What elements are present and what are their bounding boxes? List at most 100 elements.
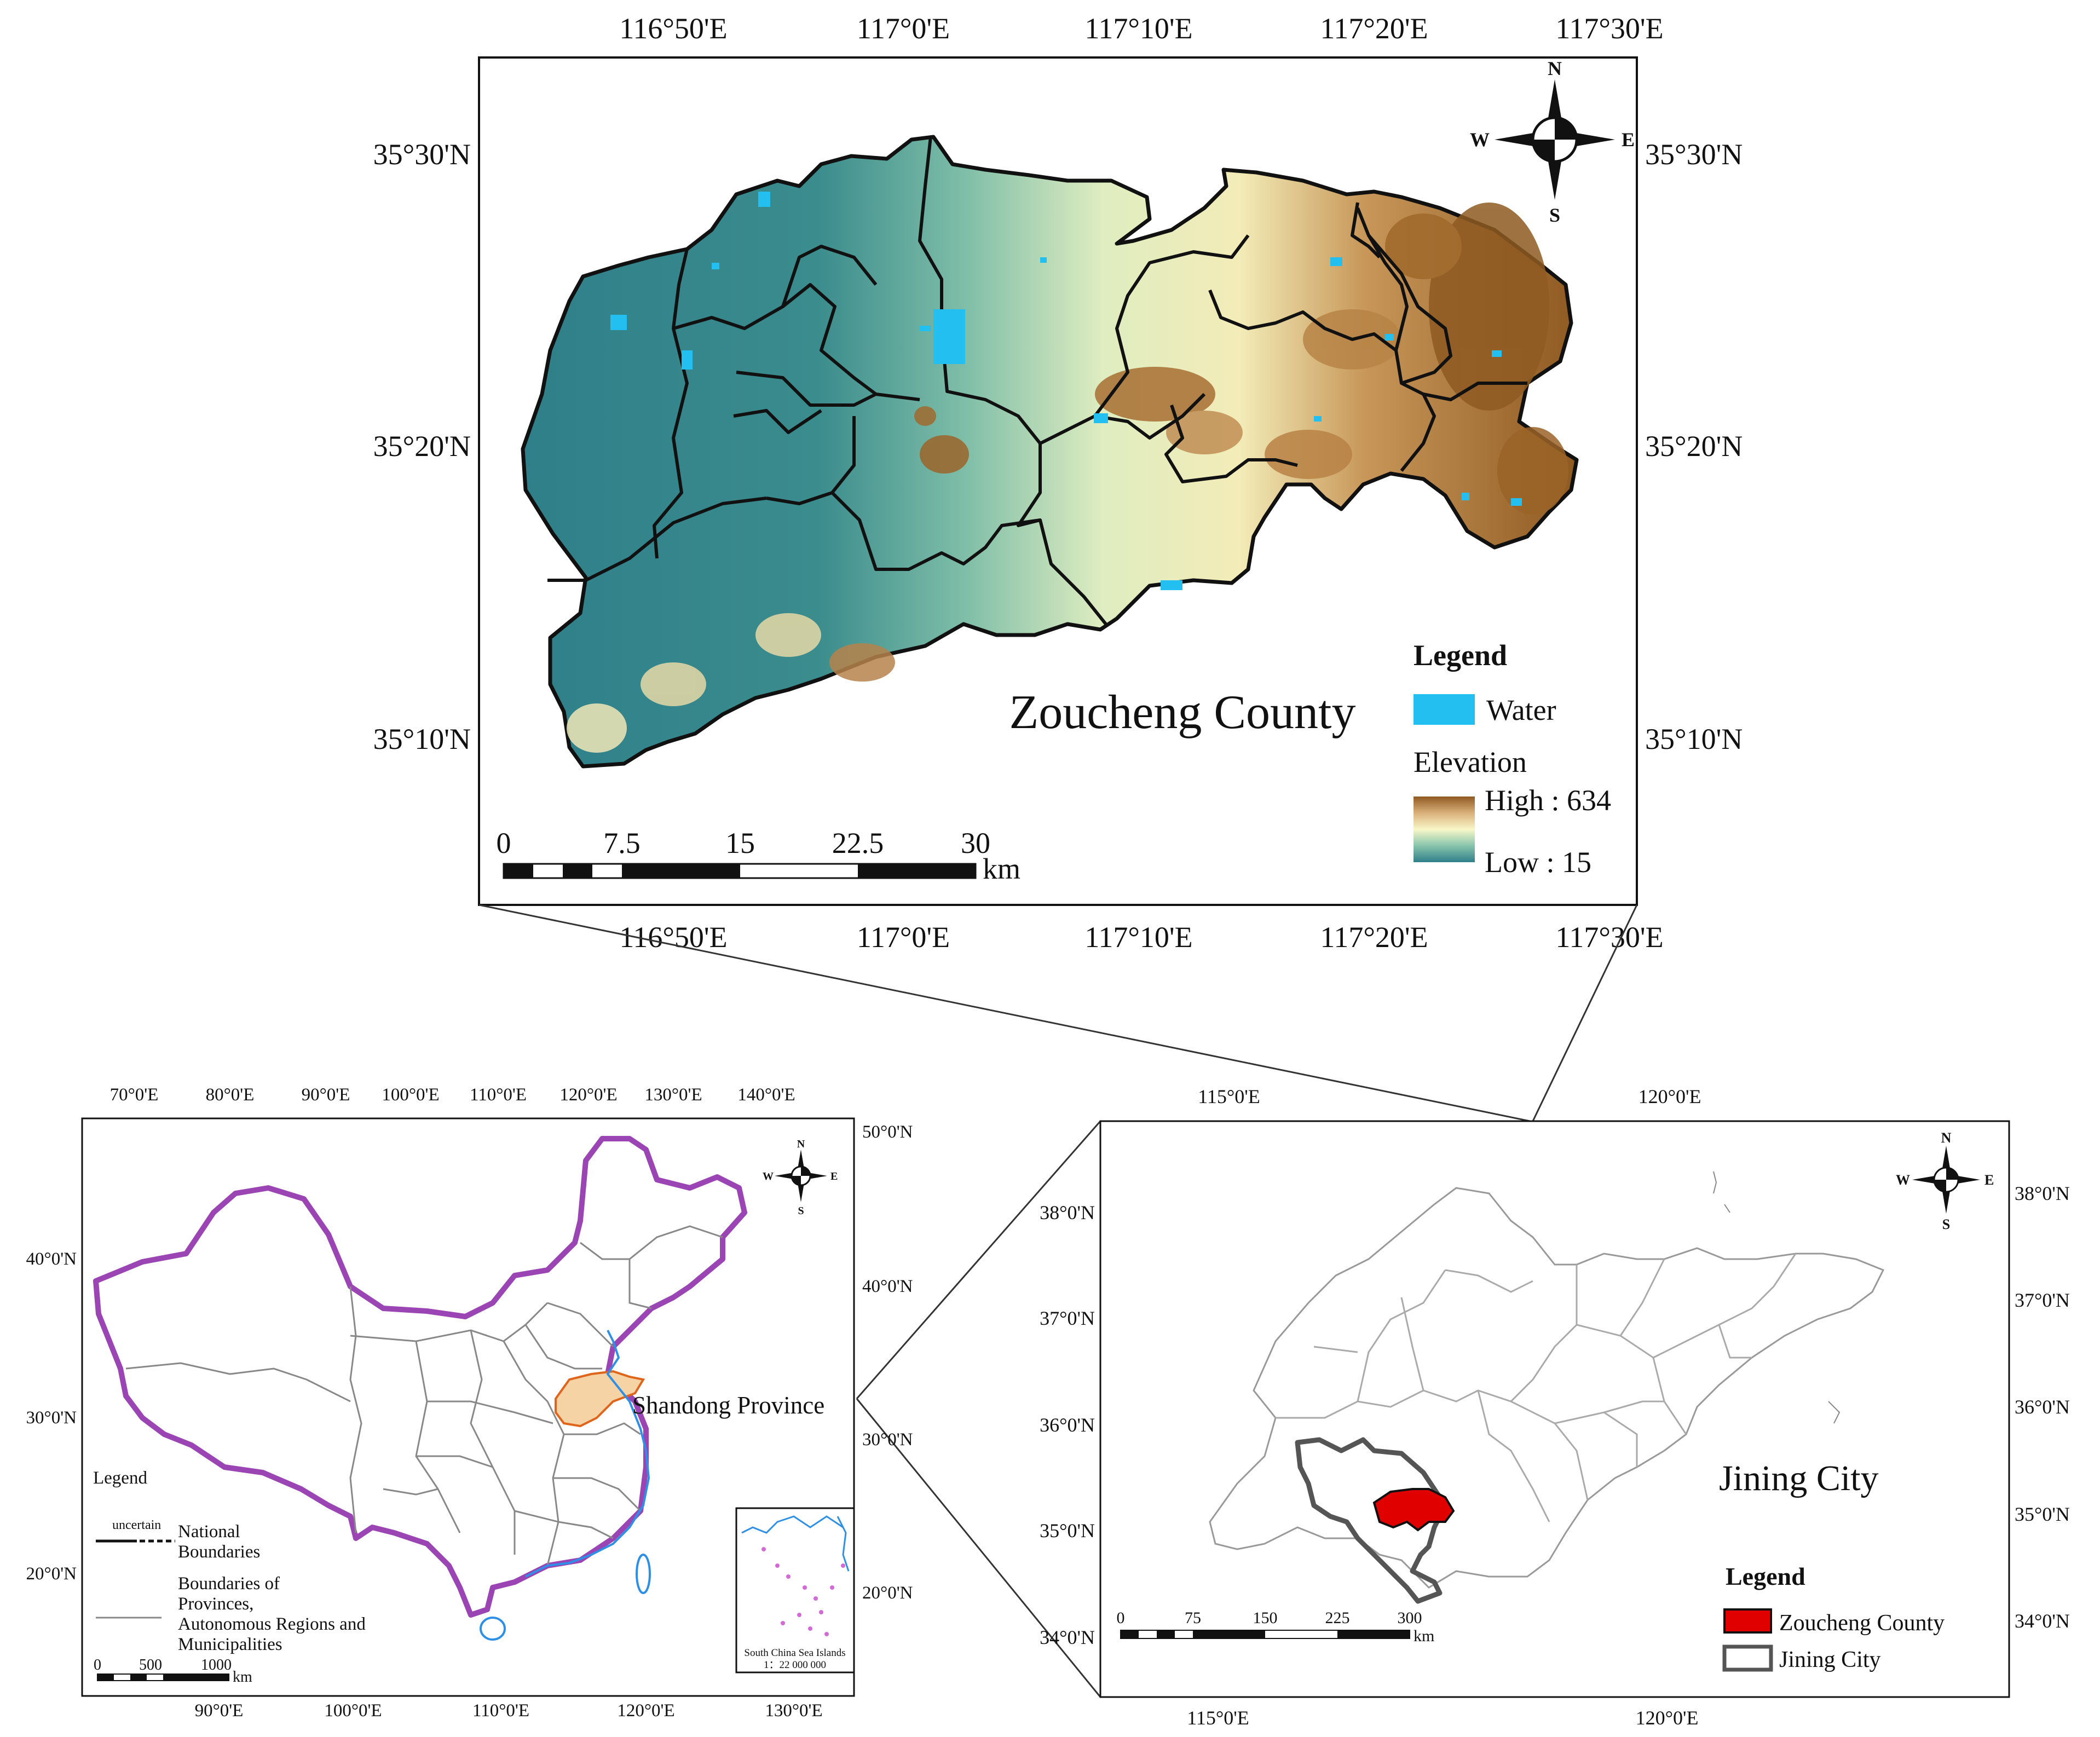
china-legend-prov-3: Autonomous Regions and [178,1614,366,1634]
china-national-boundary [93,1136,747,1618]
zoucheng-county-highlight [1372,1488,1455,1532]
china-legend-title: Legend [93,1468,147,1488]
sd-scale-label-3: 225 [1325,1609,1350,1627]
water-legend-swatch [1414,694,1475,725]
china-right-tick-3: 30°0'N [862,1430,913,1450]
shandong-map-ticks: 115°0'E 120°0'E 115°0'E 120°0'E 38°0'N 3… [1040,1086,2070,1729]
china-bottom-tick-2: 100°0'E [324,1701,382,1721]
china-legend-prov-4: Municipalities [178,1635,282,1654]
sd-right-tick-5: 34°0'N [2015,1610,2070,1632]
main-scale-label-4: 30 [961,827,990,859]
sd-left-tick-3: 36°0'N [1040,1414,1095,1436]
sd-left-tick-5: 34°0'N [1040,1626,1095,1648]
sd-right-tick-4: 35°0'N [2015,1503,2070,1525]
main-top-tick-5: 117°30'E [1555,12,1663,45]
sd-top-tick-1: 115°0'E [1198,1086,1260,1107]
china-top-tick-8: 140°0'E [737,1085,795,1105]
main-bottom-tick-3: 117°10'E [1084,921,1192,954]
sd-north-s: S [1942,1216,1950,1232]
main-north-w: W [1470,129,1490,151]
main-scale-label-3: 22.5 [832,827,884,859]
main-map-title: Zoucheng County [1009,686,1355,739]
china-scale-label-0: 0 [94,1657,101,1673]
shandong-map: Jining City 115°0'E 120°0'E 115°0'E 120°… [1040,1086,2070,1729]
china-legend-national-2: Boundaries [178,1542,260,1562]
elevation-low-label: Low : 15 [1485,846,1591,879]
china-right-tick-4: 20°0'N [862,1583,913,1603]
main-legend-title: Legend [1414,639,1507,672]
china-bottom-tick-1: 90°0'E [195,1701,244,1721]
elevation-high-label: High : 634 [1485,784,1611,817]
main-top-tick-1: 116°50'E [619,12,727,45]
sd-left-tick-1: 38°0'N [1040,1202,1095,1224]
main-right-tick-3: 35°10'N [1645,723,1743,755]
china-north-s: S [798,1205,804,1217]
sd-scale-label-4: 300 [1398,1609,1422,1627]
main-left-tick-3: 35°10'N [373,723,471,755]
main-bottom-tick-4: 117°20'E [1320,921,1428,954]
china-top-tick-1: 70°0'E [110,1085,159,1105]
china-top-tick-5: 110°0'E [470,1085,527,1105]
elevation-highlands [567,203,1568,753]
jining-city-label: Jining City [1719,1458,1879,1498]
elevation-legend-title: Elevation [1414,746,1527,778]
china-north-arrow: N S E W [763,1138,838,1217]
shandong-islands [1713,1171,1841,1424]
shandong-scalebar: 0 75 150 225 300 km [1117,1609,1435,1645]
china-legend-prov-1: Boundaries of [178,1574,280,1594]
main-right-tick-2: 35°20'N [1645,430,1743,463]
shandong-legend: Legend Zoucheng County Jining City [1722,1562,1945,1672]
china-scale-label-2: 1000 [201,1657,232,1673]
china-legend-uncertain: uncertain [112,1518,161,1532]
china-map: Shandong Province 70°0'E 80°0'E 90°0'E 1… [26,1085,913,1721]
sd-left-tick-2: 37°0'N [1040,1307,1095,1329]
sd-north-e: E [1984,1172,1994,1188]
taiwan-island [636,1554,651,1594]
china-scale-label-1: 500 [139,1657,162,1673]
zoucheng-legend-swatch [1723,1608,1772,1634]
water-bodies [610,192,1522,590]
china-north-n: N [797,1138,805,1150]
main-top-tick-2: 117°0'E [857,12,950,45]
china-map-ticks: 70°0'E 80°0'E 90°0'E 100°0'E 110°0'E 120… [26,1085,913,1721]
main-north-n: N [1548,57,1562,79]
inset-title: South China Sea Islands [744,1647,845,1659]
sd-top-tick-2: 120°0'E [1639,1086,1701,1107]
sd-scale-label-2: 150 [1253,1609,1278,1627]
sd-scale-label-1: 75 [1185,1609,1201,1627]
elevation-legend-ramp [1414,797,1475,862]
main-legend: Legend Water Elevation High : 634 Low : … [1414,639,1611,879]
china-right-tick-1: 50°0'N [862,1122,913,1142]
china-left-tick-1: 40°0'N [26,1249,77,1269]
main-map: 116°50'E 117°0'E 117°10'E 117°20'E 117°3… [373,12,1743,954]
china-north-w: W [763,1170,774,1182]
main-scale-label-2: 15 [725,827,755,859]
shandong-province-label: Shandong Province [632,1392,824,1419]
hainan-island [480,1617,506,1641]
sd-north-n: N [1941,1130,1952,1146]
sd-bottom-tick-2: 120°0'E [1636,1707,1699,1729]
main-scale-label-0: 0 [497,827,511,859]
china-legend-national-1: National [178,1522,240,1542]
china-bottom-tick-4: 120°0'E [617,1701,674,1721]
main-map-ticks: 116°50'E 117°0'E 117°10'E 117°20'E 117°3… [373,12,1743,954]
china-bottom-tick-3: 110°0'E [472,1701,529,1721]
sd-right-tick-1: 38°0'N [2015,1182,2070,1204]
china-province-boundaries [125,1225,723,1566]
water-legend-label: Water [1486,694,1556,726]
sd-bottom-tick-1: 115°0'E [1187,1707,1249,1729]
jining-city-outline [1295,1437,1448,1604]
inset-scale: 1：22 000 000 [764,1659,826,1671]
shandong-north-arrow: N S E W [1896,1130,1994,1232]
sd-north-w: W [1896,1172,1910,1188]
china-legend-prov-2: Provinces, [178,1594,253,1614]
main-north-s: S [1549,204,1560,226]
sd-right-tick-3: 36°0'N [2015,1396,2070,1418]
jining-legend-label: Jining City [1779,1647,1881,1672]
main-left-tick-1: 35°30'N [373,138,471,171]
china-scalebar: 0 500 1000 km [94,1657,252,1686]
china-coastline [525,1330,650,1578]
south-china-sea-inset: South China Sea Islands 1：22 000 000 [735,1507,855,1673]
sd-left-tick-4: 35°0'N [1040,1520,1095,1542]
main-left-tick-2: 35°20'N [373,430,471,463]
